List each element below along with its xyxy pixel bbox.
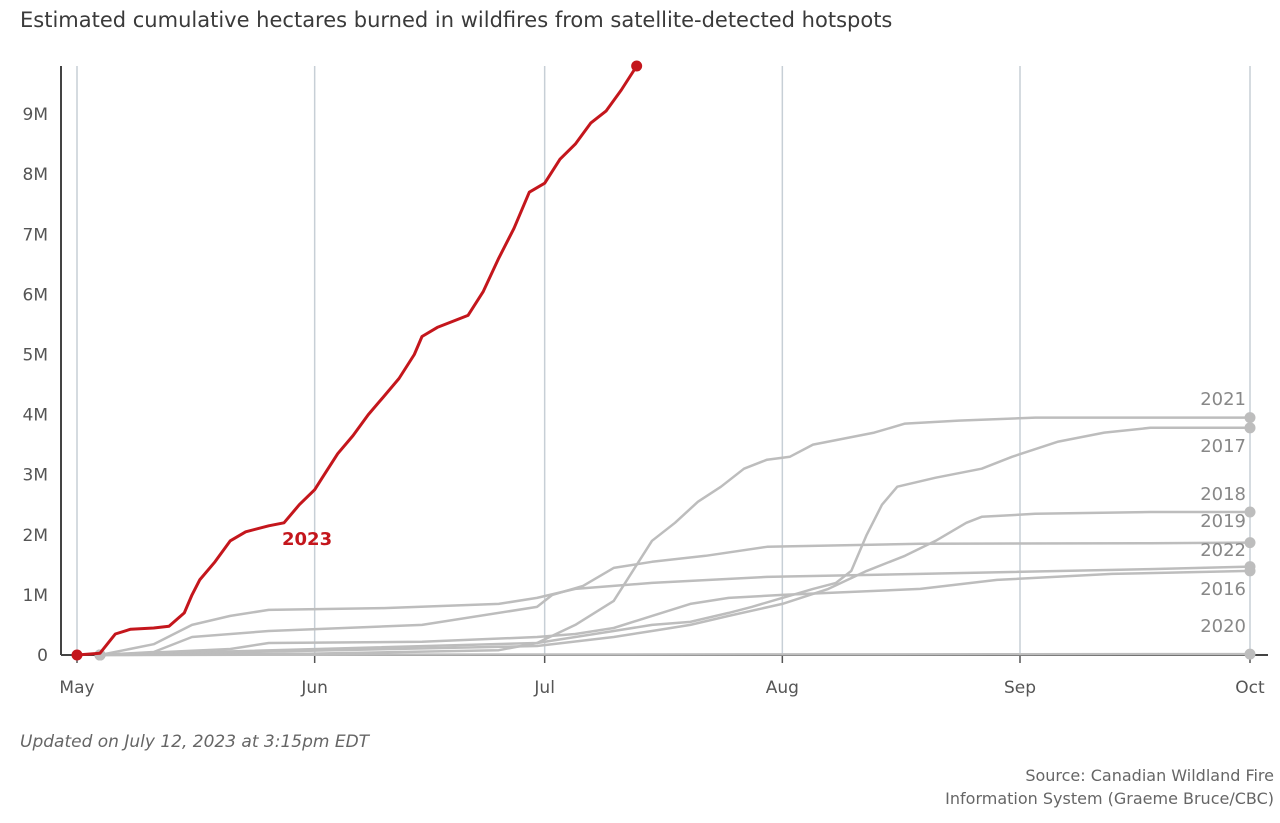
y-tick-label-9m: 9M (23, 105, 48, 125)
series-label-2019: 2019 (1200, 511, 1246, 532)
highlight-series (71, 60, 643, 661)
series-label-2023: 2023 (282, 529, 332, 550)
series-label-2016: 2016 (1200, 579, 1246, 600)
source-line-1: Source: Canadian Wildland Fire (1025, 766, 1274, 785)
wildfire-line-chart: 0 1M 2M 3M 4M 5M 6M 7M 8M 9M May Jun Jul Aug Sep Oct 2… (23, 60, 1268, 698)
x-tick-label-aug: Aug (766, 678, 799, 698)
series-line-2021 (98, 416, 1252, 657)
y-tick-label-8m: 8M (23, 165, 48, 185)
chart-title: Estimated cumulative hectares burned in … (20, 8, 893, 32)
y-tick-label-4m: 4M (23, 406, 48, 426)
series-line-2023 (75, 64, 639, 657)
series-label-2017: 2017 (1200, 436, 1246, 457)
series-end-dot-2020 (1244, 648, 1256, 660)
series-end-dot-2016 (1244, 565, 1256, 577)
series-label-2020: 2020 (1200, 616, 1246, 637)
series-label-2018: 2018 (1200, 484, 1246, 505)
x-tick-label-oct: Oct (1235, 678, 1265, 698)
vertical-gridlines (76, 66, 1251, 655)
series-line-2016 (98, 569, 1252, 657)
y-tick-label-7m: 7M (23, 225, 48, 245)
updated-timestamp: Updated on July 12, 2023 at 3:15pm EDT (20, 732, 370, 752)
series-end-dot-2019 (1244, 537, 1256, 549)
series-labels: 2023 2021 2017 2018 2019 2022 2016 2020 (282, 389, 1246, 637)
y-tick-label-5m: 5M (23, 345, 48, 365)
series-start-dot-2023 (71, 649, 83, 661)
series-line-2017 (98, 426, 1252, 657)
series-line-2018 (98, 510, 1252, 657)
x-tick-label-sep: Sep (1004, 678, 1036, 698)
x-tick-label-jun: Jun (300, 678, 328, 698)
y-tick-label-1m: 1M (23, 586, 48, 606)
x-tick-label-may: May (59, 678, 94, 698)
x-tick-label-jul: Jul (533, 678, 555, 698)
series-end-dot-2021 (1244, 412, 1256, 424)
source-credit: Source: Canadian Wildland Fire Informati… (854, 764, 1274, 810)
series-label-2021: 2021 (1200, 389, 1246, 410)
y-tick-label-6m: 6M (23, 285, 48, 305)
series-line-2022 (98, 565, 1252, 657)
series-line-2019 (98, 541, 1252, 657)
series-label-2022: 2022 (1200, 540, 1246, 561)
comparison-series (94, 412, 1256, 661)
y-tick-label-3m: 3M (23, 466, 48, 486)
source-line-2: Information System (Graeme Bruce/CBC) (945, 789, 1274, 808)
y-tick-label-0: 0 (37, 646, 48, 666)
chart-axes (60, 66, 1268, 663)
y-tick-label-2m: 2M (23, 526, 48, 546)
series-end-dot-2017 (1244, 422, 1256, 434)
x-tick-labels: May Jun Jul Aug Sep Oct (59, 678, 1265, 698)
series-end-dot-2018 (1244, 506, 1256, 518)
series-line-2020 (98, 652, 1252, 657)
y-tick-labels: 0 1M 2M 3M 4M 5M 6M 7M 8M 9M (23, 105, 48, 666)
series-end-dot-2023 (631, 60, 643, 72)
